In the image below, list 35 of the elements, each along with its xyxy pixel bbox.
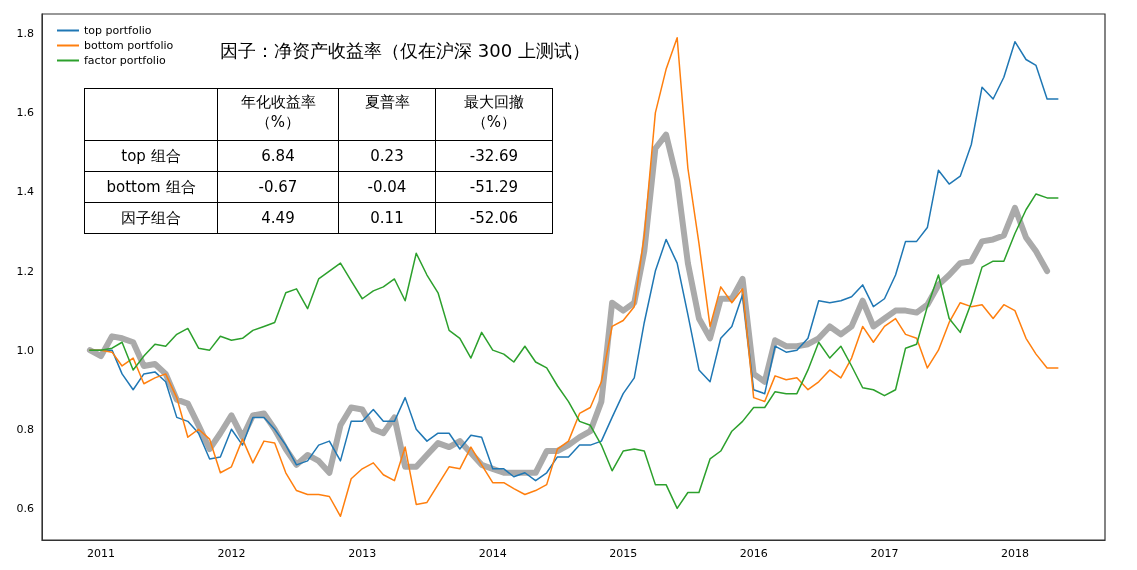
annotation: top 组合 bbox=[84, 140, 218, 172]
x-tick-label: 2016 bbox=[739, 547, 768, 560]
y-tick-label: 0.8 bbox=[16, 422, 34, 436]
y-tick-label: 1.0 bbox=[16, 343, 34, 357]
x-tick-label: 2014 bbox=[478, 547, 507, 560]
annotation: -0.04 bbox=[338, 171, 436, 203]
annotation: 最大回撤（%） bbox=[463, 92, 525, 132]
annotation: 6.84 bbox=[217, 140, 339, 172]
x-tick-label: 2015 bbox=[609, 547, 638, 560]
annotation: -0.67 bbox=[217, 171, 339, 203]
annotation: bottom 组合 bbox=[84, 171, 218, 203]
x-tick-label: 2013 bbox=[348, 547, 377, 560]
annotation: -51.29 bbox=[435, 171, 553, 203]
y-tick-label: 1.4 bbox=[16, 185, 34, 199]
x-tick-label: 2018 bbox=[1000, 547, 1029, 560]
x-tick-label: 2017 bbox=[870, 547, 899, 560]
annotation: 4.49 bbox=[217, 202, 339, 234]
text: 因子：净资产收益率（仅在沪深 300 上测试） bbox=[220, 39, 590, 61]
legend-label: bottom portfolio bbox=[84, 39, 174, 52]
annotation: -32.69 bbox=[435, 140, 553, 172]
annotation: 夏普率 bbox=[363, 92, 411, 112]
annotation: 因子组合 bbox=[84, 202, 218, 234]
annotation: 0.11 bbox=[338, 202, 436, 234]
y-tick-label: 1.8 bbox=[16, 27, 34, 41]
legend-label: factor portfolio bbox=[84, 54, 166, 67]
y-tick-label: 1.6 bbox=[16, 106, 34, 120]
legend-label: top portfolio bbox=[84, 24, 152, 37]
annotation: -52.06 bbox=[435, 202, 553, 234]
annotation: 年化收益率（%） bbox=[239, 92, 317, 132]
y-tick-label: 0.6 bbox=[16, 501, 34, 515]
x-tick-label: 2011 bbox=[86, 547, 115, 560]
annotation: 0.23 bbox=[338, 140, 436, 172]
y-tick-label: 1.2 bbox=[16, 264, 34, 278]
line-series bbox=[89, 193, 1059, 510]
x-tick-label: 2012 bbox=[217, 547, 246, 560]
